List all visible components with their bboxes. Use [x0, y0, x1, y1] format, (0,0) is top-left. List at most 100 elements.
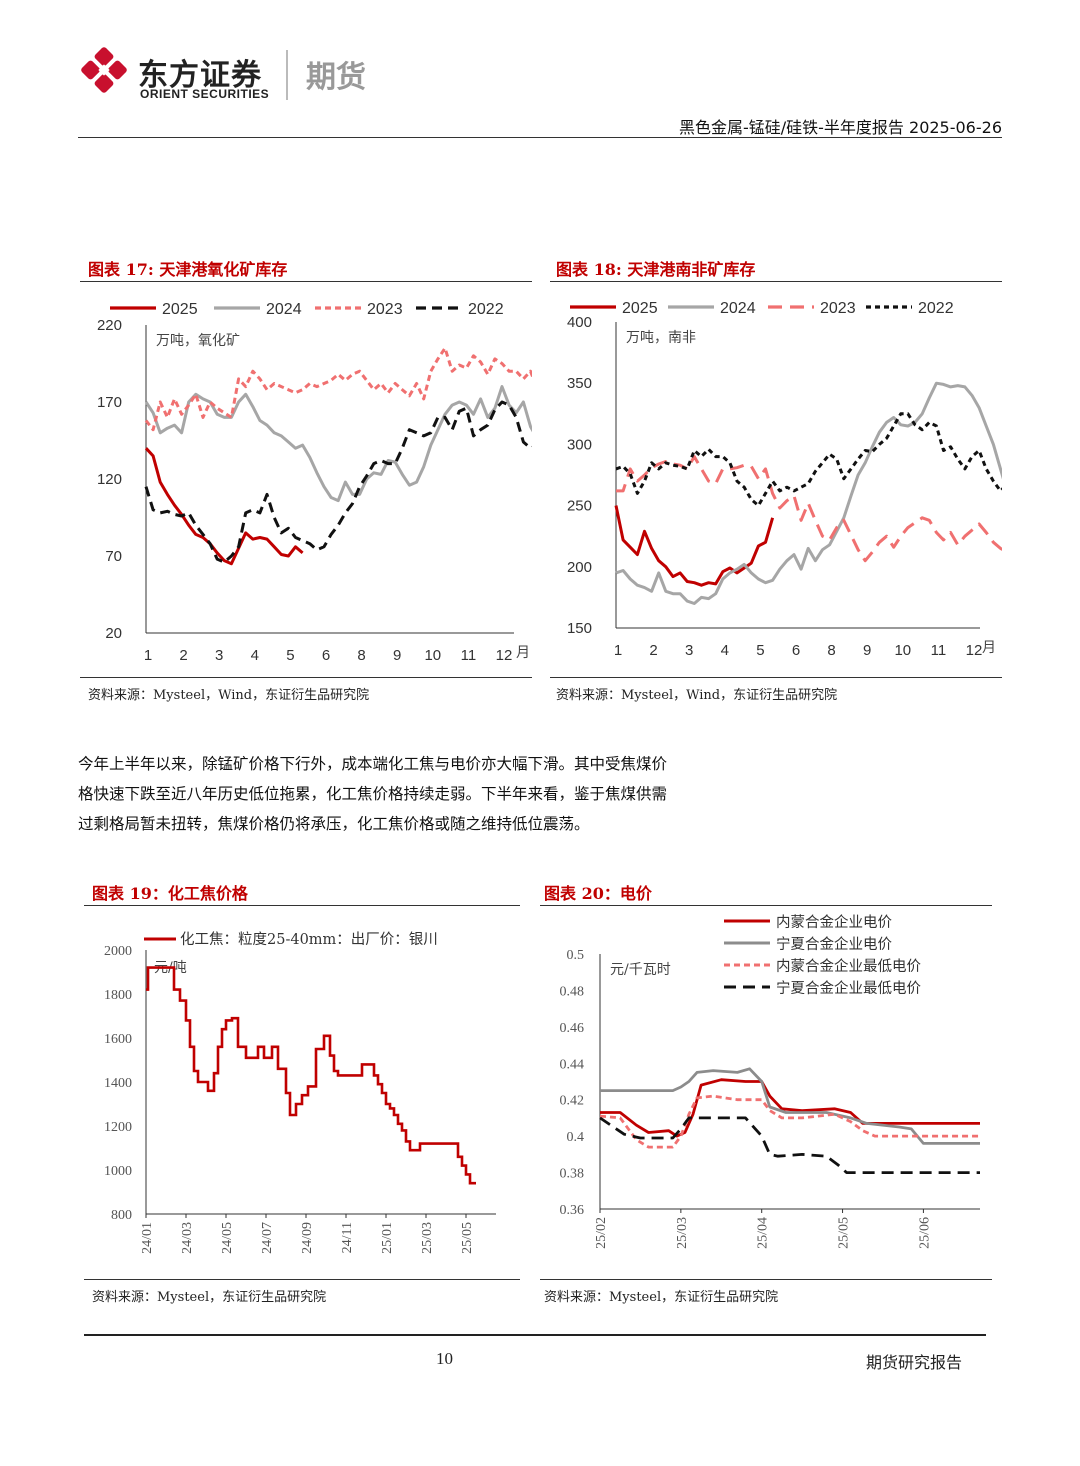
y-tick-label: 1600: [104, 1032, 132, 1047]
y-tick-label: 150: [567, 620, 592, 637]
legend-label: 内蒙合金企业最低电价: [776, 957, 921, 975]
legend-label: 2024: [266, 301, 302, 318]
y-tick-label: 120: [97, 471, 122, 488]
figure-rule: [80, 677, 532, 678]
x-tick-label: 12: [966, 642, 983, 659]
legend-label: 宁夏合金企业最低电价: [776, 979, 921, 997]
y-tick-label: 0.36: [560, 1203, 585, 1218]
y-tick-label: 800: [111, 1208, 132, 1223]
y-tick-label: 220: [97, 317, 122, 334]
figure-title: 图表 17: 天津港氧化矿库存: [88, 260, 288, 279]
series-line-2024: [144, 385, 532, 503]
series-line-2022: [144, 400, 532, 564]
y-tick-label: 20: [105, 625, 122, 642]
figure-title: 图表 18: 天津港南非矿库存: [556, 260, 756, 279]
figure-rule: [80, 281, 532, 282]
series-line-2024: [615, 381, 1002, 605]
x-tick-label: 24/09: [300, 1222, 315, 1254]
y-tick-label: 1000: [104, 1164, 132, 1179]
series-line-2025: [144, 447, 304, 566]
legend-label: 2025: [162, 301, 198, 318]
figure-rule: [550, 677, 1002, 678]
x-tick-label: 6: [322, 647, 330, 664]
x-tick-label: 25/06: [917, 1217, 932, 1249]
x-tick-label: 2: [179, 647, 187, 664]
figure-rule: [550, 281, 1002, 282]
header-rule: [78, 137, 1002, 138]
body-paragraph: 今年上半年以来，除锰矿价格下行外，成本端化工焦与电价亦大幅下滑。其中受焦煤价 格…: [78, 749, 818, 839]
x-tick-label: 10: [424, 647, 441, 664]
y-tick-label: 70: [105, 548, 122, 565]
legend-label: 2023: [367, 301, 403, 318]
legend-label: 2022: [468, 301, 504, 318]
y-tick-label: 250: [567, 498, 592, 515]
x-axis-suffix: 月: [982, 640, 996, 656]
x-tick-label: 11: [931, 642, 947, 659]
x-tick-label: 25/02: [594, 1217, 609, 1249]
x-tick-label: 24/03: [180, 1222, 195, 1254]
legend-label: 宁夏合金企业电价: [776, 935, 892, 953]
x-tick-label: 24/07: [260, 1222, 275, 1254]
x-tick-label: 8: [827, 642, 835, 659]
y-tick-label: 1200: [104, 1120, 132, 1135]
x-tick-label: 24/05: [220, 1222, 235, 1254]
y-tick-label: 400: [567, 314, 592, 331]
y-tick-label: 0.5: [567, 948, 585, 963]
y-tick-label: 2000: [104, 944, 132, 959]
body-line: 格快速下跌至近八年历史低位拖累，化工焦价格持续走弱。下半年来看，鉴于焦煤供需: [78, 785, 668, 803]
series-line-2025: [614, 505, 775, 587]
x-tick-label: 4: [251, 647, 259, 664]
x-tick-label: 5: [756, 642, 764, 659]
x-tick-label: 11: [461, 647, 477, 664]
brand-name-en: ORIENT SECURITIES: [140, 87, 270, 101]
x-tick-label: 12: [496, 647, 513, 664]
x-tick-label: 25/03: [675, 1217, 690, 1249]
y-tick-label: 350: [567, 375, 592, 392]
y-tick-label: 1800: [104, 988, 132, 1003]
logo-divider: [286, 50, 288, 100]
figure-rule: [540, 905, 992, 906]
figure-rule: [540, 1279, 992, 1280]
series-line-2023: [616, 455, 1002, 563]
section-label: 期货: [306, 60, 366, 95]
x-tick-label: 9: [863, 642, 871, 659]
x-tick-label: 25/01: [380, 1222, 395, 1254]
y-tick-label: 0.42: [560, 1094, 585, 1109]
x-tick-label: 6: [792, 642, 800, 659]
y-tick-label: 170: [97, 394, 122, 411]
x-tick-label: 10: [894, 642, 911, 659]
figure-title: 图表 19：化工焦价格: [92, 884, 248, 903]
x-tick-label: 25/05: [460, 1222, 475, 1254]
x-tick-label: 25/04: [756, 1217, 771, 1249]
x-tick-label: 24/01: [140, 1222, 155, 1254]
x-tick-label: 1: [614, 642, 622, 659]
x-tick-label: 4: [721, 642, 729, 659]
figure-title: 图表 20：电价: [544, 884, 652, 903]
series-line-2: [599, 1094, 980, 1149]
y-tick-label: 0.38: [560, 1167, 585, 1182]
footer-label: 期货研究报告: [865, 1353, 962, 1372]
figure-source: 资料来源：Mysteel，Wind，东证衍生品研究院: [556, 688, 838, 703]
figure-source: 资料来源：Mysteel，东证衍生品研究院: [544, 1290, 779, 1305]
body-line: 今年上半年以来，除锰矿价格下行外，成本端化工焦与电价亦大幅下滑。其中受焦煤价: [78, 755, 668, 773]
x-axis-suffix: 月: [516, 645, 530, 661]
figure-rule: [84, 905, 520, 906]
x-tick-label: 25/03: [420, 1222, 435, 1254]
series-line-coke-price: [146, 966, 476, 1185]
y-tick-label: 0.44: [560, 1057, 585, 1072]
x-tick-label: 1: [144, 647, 152, 664]
x-tick-label: 9: [393, 647, 401, 664]
unit-label: 元/千瓦时: [610, 962, 671, 978]
x-tick-label: 25/05: [837, 1217, 852, 1249]
brand-name-cn: 东方证券: [138, 58, 262, 93]
chart-chemical-coke-price: 化工焦：粒度25-40mm：出厂价：银川元/吨80010001200140016…: [104, 931, 496, 1254]
x-tick-label: 8: [357, 647, 365, 664]
x-tick-label: 24/11: [340, 1222, 355, 1253]
figure-source: 资料来源：Mysteel，东证衍生品研究院: [92, 1290, 327, 1305]
brand-logo: [78, 44, 130, 96]
legend-label: 2024: [720, 300, 756, 317]
series-line-0: [600, 1078, 980, 1138]
